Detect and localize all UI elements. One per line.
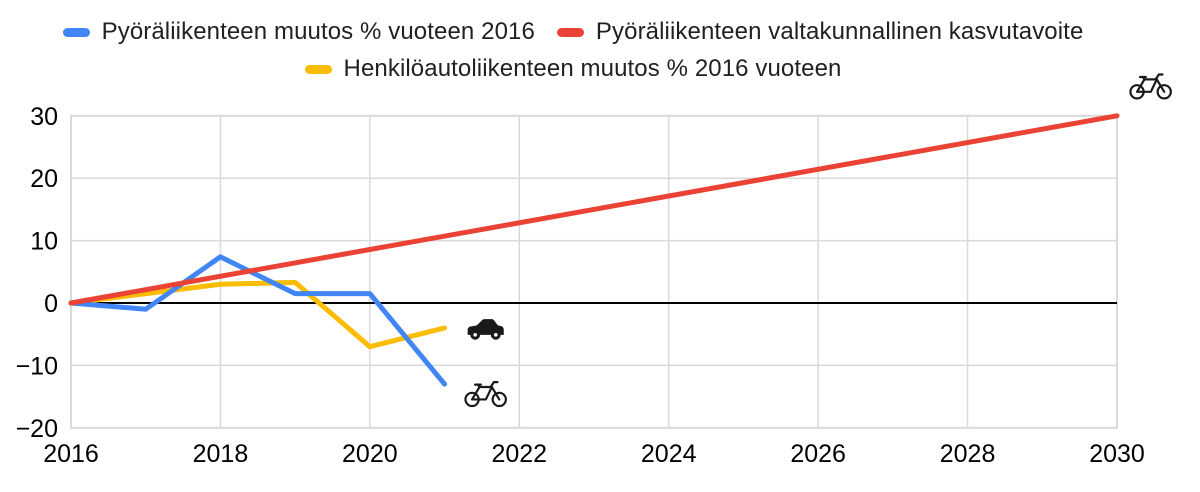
x-tick-label: 2022 [491, 440, 547, 468]
y-tick-label: −10 [16, 352, 58, 380]
legend-label-national-growth-target: Pyöräliikenteen valtakunnallinen kasvuta… [595, 18, 1084, 45]
bicycle-icon [464, 381, 507, 408]
plot-border [70, 114, 1118, 429]
legend-swatch-blue [62, 27, 90, 37]
x-tick-label: 2024 [641, 440, 697, 468]
legend-item-cycle-traffic-change: Pyöräliikenteen muutos % vuoteen 2016 [62, 18, 535, 46]
x-tick-label: 2018 [193, 440, 249, 468]
legend-swatch-red [556, 27, 584, 37]
legend-item-car-traffic-change: Henkilöautoliikenteen muutos % 2016 vuot… [304, 55, 842, 83]
y-tick-label: 30 [30, 103, 58, 131]
x-tick-label: 2028 [940, 440, 996, 468]
bicycle-icon [1129, 73, 1172, 100]
x-tick-label: 2016 [43, 440, 99, 468]
y-tick-label: 20 [30, 165, 58, 193]
series-line-py-r-liikenteen-valtakunnallinen-kasvutavoite [68, 113, 1120, 306]
legend-row-1: Pyöräliikenteen muutos % vuoteen 2016 Py… [0, 18, 1146, 46]
legend-swatch-yellow [304, 64, 332, 74]
chart-legend: Pyöräliikenteen muutos % vuoteen 2016 Py… [0, 0, 1146, 92]
y-tick-label: 10 [30, 228, 58, 256]
x-tick-label: 2026 [790, 440, 846, 468]
legend-label-car-traffic-change: Henkilöautoliikenteen muutos % 2016 vuot… [343, 55, 842, 82]
car-icon [467, 319, 504, 340]
y-tick-label: 0 [44, 290, 58, 318]
series-line-henkil-autoliikenteen-muutos-2016-vuoteen [68, 279, 448, 350]
x-tick-label: 2020 [342, 440, 398, 468]
legend-label-cycle-traffic-change: Pyöräliikenteen muutos % vuoteen 2016 [101, 18, 535, 45]
x-tick-label: 2030 [1089, 440, 1145, 468]
legend-row-2: Henkilöautoliikenteen muutos % 2016 vuot… [0, 55, 1146, 83]
legend-item-national-growth-target: Pyöräliikenteen valtakunnallinen kasvuta… [556, 18, 1084, 46]
series-line-py-r-liikenteen-muutos-vuoteen-2016 [68, 254, 448, 387]
y-tick-label: −20 [16, 415, 58, 443]
